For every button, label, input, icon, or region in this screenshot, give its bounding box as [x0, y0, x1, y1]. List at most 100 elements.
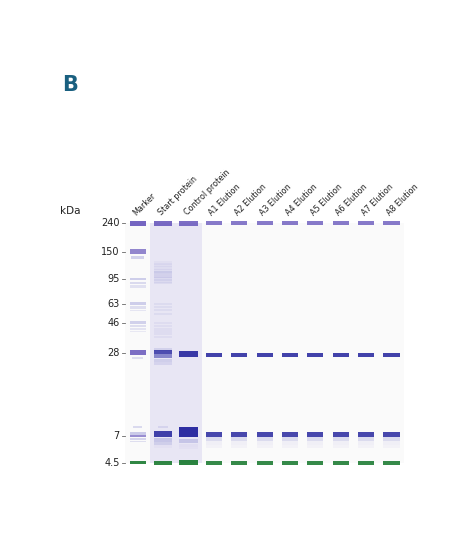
- Bar: [282, 221, 298, 225]
- Bar: [256, 441, 273, 445]
- Bar: [158, 426, 169, 428]
- Bar: [206, 353, 222, 357]
- Text: A7 Elution: A7 Elution: [360, 182, 395, 217]
- Bar: [154, 349, 172, 354]
- Bar: [256, 461, 273, 465]
- Bar: [154, 261, 172, 263]
- Bar: [130, 351, 146, 355]
- Bar: [131, 256, 144, 259]
- Bar: [130, 302, 146, 305]
- Bar: [333, 441, 349, 445]
- Bar: [179, 351, 198, 357]
- Bar: [333, 221, 349, 225]
- Bar: [154, 327, 172, 329]
- Bar: [130, 325, 146, 327]
- Bar: [154, 354, 172, 359]
- Bar: [383, 353, 400, 357]
- Bar: [307, 441, 323, 445]
- Bar: [154, 337, 172, 338]
- Bar: [154, 331, 172, 333]
- Bar: [256, 353, 273, 357]
- Bar: [383, 445, 400, 448]
- Bar: [154, 268, 172, 270]
- Bar: [231, 445, 247, 448]
- Bar: [358, 432, 374, 437]
- Bar: [154, 438, 172, 441]
- Bar: [130, 278, 146, 280]
- Bar: [307, 221, 323, 225]
- Bar: [154, 306, 172, 308]
- Bar: [333, 432, 349, 437]
- Bar: [231, 353, 247, 357]
- Bar: [206, 221, 222, 225]
- Text: A4 Elution: A4 Elution: [284, 182, 319, 217]
- Bar: [231, 432, 247, 437]
- Bar: [154, 270, 172, 273]
- Bar: [154, 445, 172, 448]
- Bar: [130, 438, 146, 440]
- Bar: [179, 221, 198, 226]
- Bar: [154, 275, 172, 279]
- Bar: [130, 282, 146, 285]
- Bar: [130, 461, 146, 464]
- Text: 28: 28: [107, 348, 120, 358]
- Bar: [154, 460, 172, 465]
- Bar: [383, 432, 400, 437]
- Text: kDa: kDa: [60, 206, 81, 216]
- Bar: [307, 432, 323, 437]
- Bar: [358, 353, 374, 357]
- Text: A2 Elution: A2 Elution: [233, 182, 268, 217]
- Bar: [282, 461, 298, 465]
- Text: 95: 95: [107, 274, 120, 284]
- Bar: [358, 221, 374, 225]
- Bar: [154, 274, 172, 276]
- Bar: [282, 432, 298, 437]
- Bar: [154, 263, 172, 265]
- Bar: [282, 353, 298, 357]
- Bar: [154, 221, 172, 226]
- Bar: [154, 362, 172, 365]
- Text: 46: 46: [107, 318, 120, 328]
- Text: 63: 63: [107, 299, 120, 309]
- Bar: [179, 427, 198, 437]
- Bar: [206, 437, 222, 441]
- Bar: [130, 249, 146, 254]
- Text: A3 Elution: A3 Elution: [258, 182, 294, 217]
- Bar: [358, 445, 374, 448]
- Bar: [307, 461, 323, 465]
- Bar: [154, 322, 172, 324]
- Bar: [256, 221, 273, 225]
- Bar: [154, 280, 172, 283]
- Bar: [133, 426, 142, 428]
- Bar: [256, 432, 273, 437]
- Bar: [179, 447, 198, 450]
- Bar: [154, 269, 172, 272]
- Text: A6 Elution: A6 Elution: [334, 182, 370, 217]
- Bar: [154, 333, 172, 335]
- Bar: [179, 439, 198, 443]
- Bar: [154, 271, 172, 274]
- Text: 7: 7: [114, 431, 120, 441]
- Text: B: B: [62, 75, 78, 95]
- Bar: [333, 461, 349, 465]
- Bar: [154, 348, 172, 351]
- Bar: [383, 437, 400, 441]
- Text: Start protein: Start protein: [157, 175, 199, 217]
- Bar: [130, 435, 146, 437]
- Bar: [231, 461, 247, 465]
- Bar: [154, 431, 172, 437]
- Bar: [154, 265, 172, 267]
- Bar: [130, 432, 146, 435]
- Bar: [358, 461, 374, 465]
- Bar: [130, 309, 146, 311]
- Bar: [130, 221, 146, 226]
- Bar: [307, 353, 323, 357]
- Bar: [358, 441, 374, 445]
- Text: Marker: Marker: [131, 191, 158, 217]
- Bar: [206, 461, 222, 465]
- Bar: [206, 445, 222, 448]
- Bar: [154, 303, 172, 305]
- Bar: [206, 441, 222, 445]
- Bar: [179, 444, 198, 447]
- Bar: [333, 445, 349, 448]
